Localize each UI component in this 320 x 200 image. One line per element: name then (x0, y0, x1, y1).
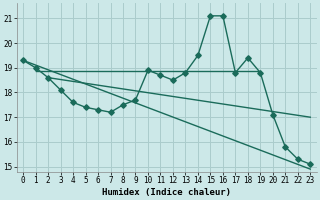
X-axis label: Humidex (Indice chaleur): Humidex (Indice chaleur) (102, 188, 231, 197)
